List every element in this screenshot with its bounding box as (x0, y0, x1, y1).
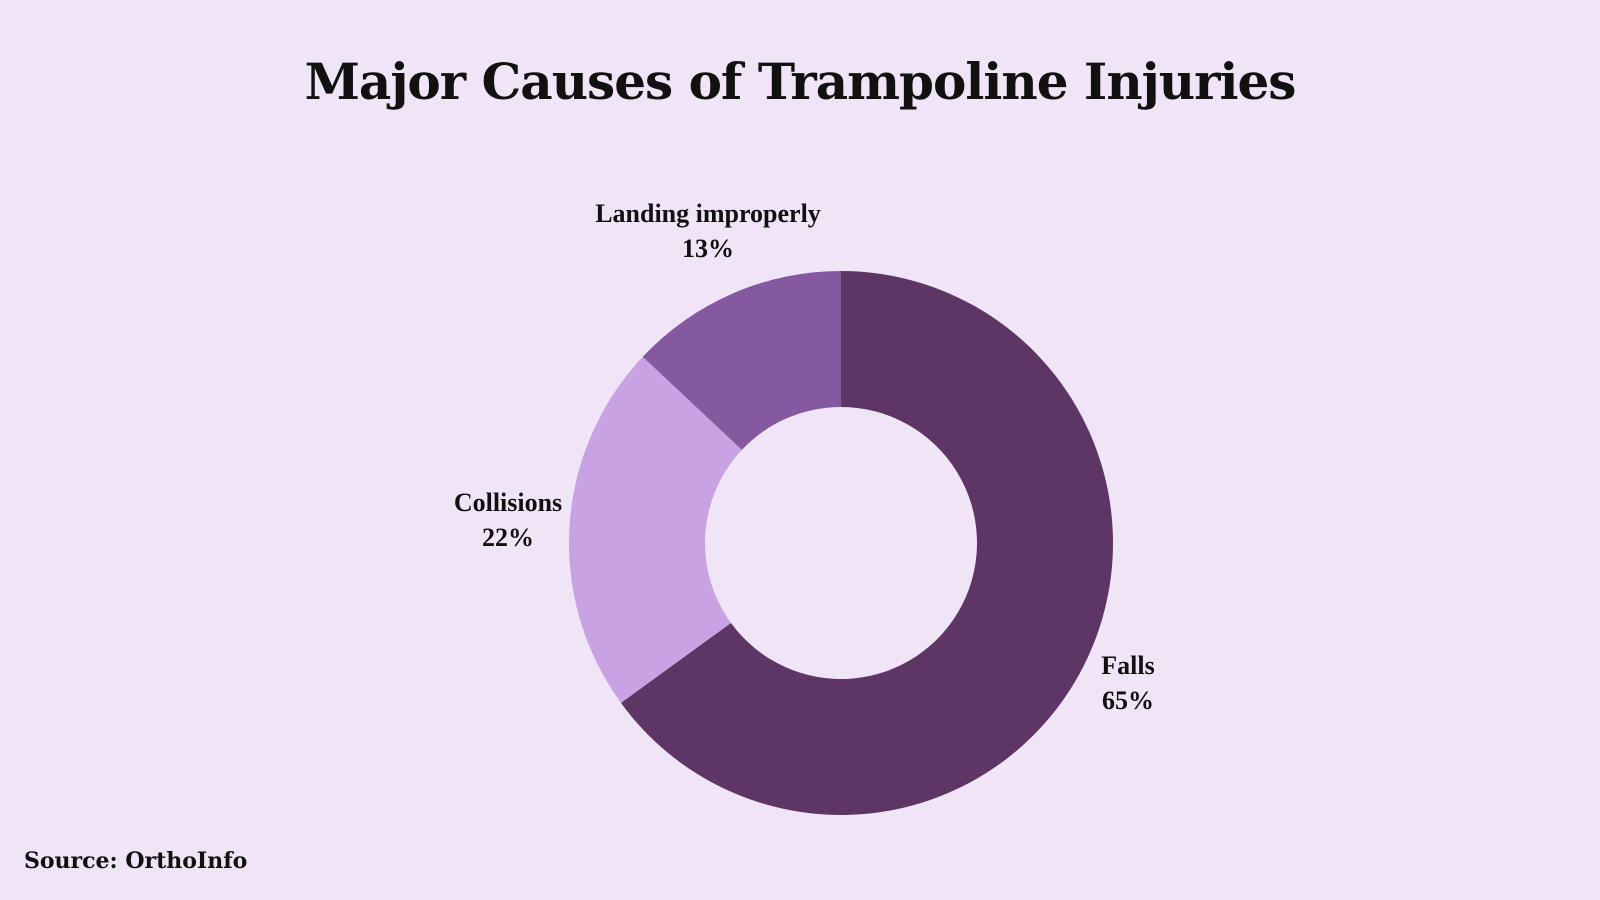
slice-label-falls: Falls (1101, 651, 1154, 680)
slice-falls (620, 271, 1114, 816)
chart-title: Major Causes of Trampoline Injuries (304, 52, 1297, 111)
slice-labels: Falls 65% Collisions 22% Landing improperly 1… (454, 199, 1155, 715)
donut-slices (568, 271, 1114, 816)
slice-label-collisions: Collisions (454, 488, 562, 517)
slice-value-falls: 65% (1102, 686, 1154, 715)
slice-collisions (568, 356, 742, 703)
slice-label-landing-improperly: Landing improperly (595, 199, 821, 228)
source-note: Source: OrthoInfo (24, 848, 248, 874)
slice-landing-improperly (642, 271, 841, 450)
slice-value-collisions: 22% (482, 523, 534, 552)
slice-value-landing-improperly: 13% (682, 234, 734, 263)
